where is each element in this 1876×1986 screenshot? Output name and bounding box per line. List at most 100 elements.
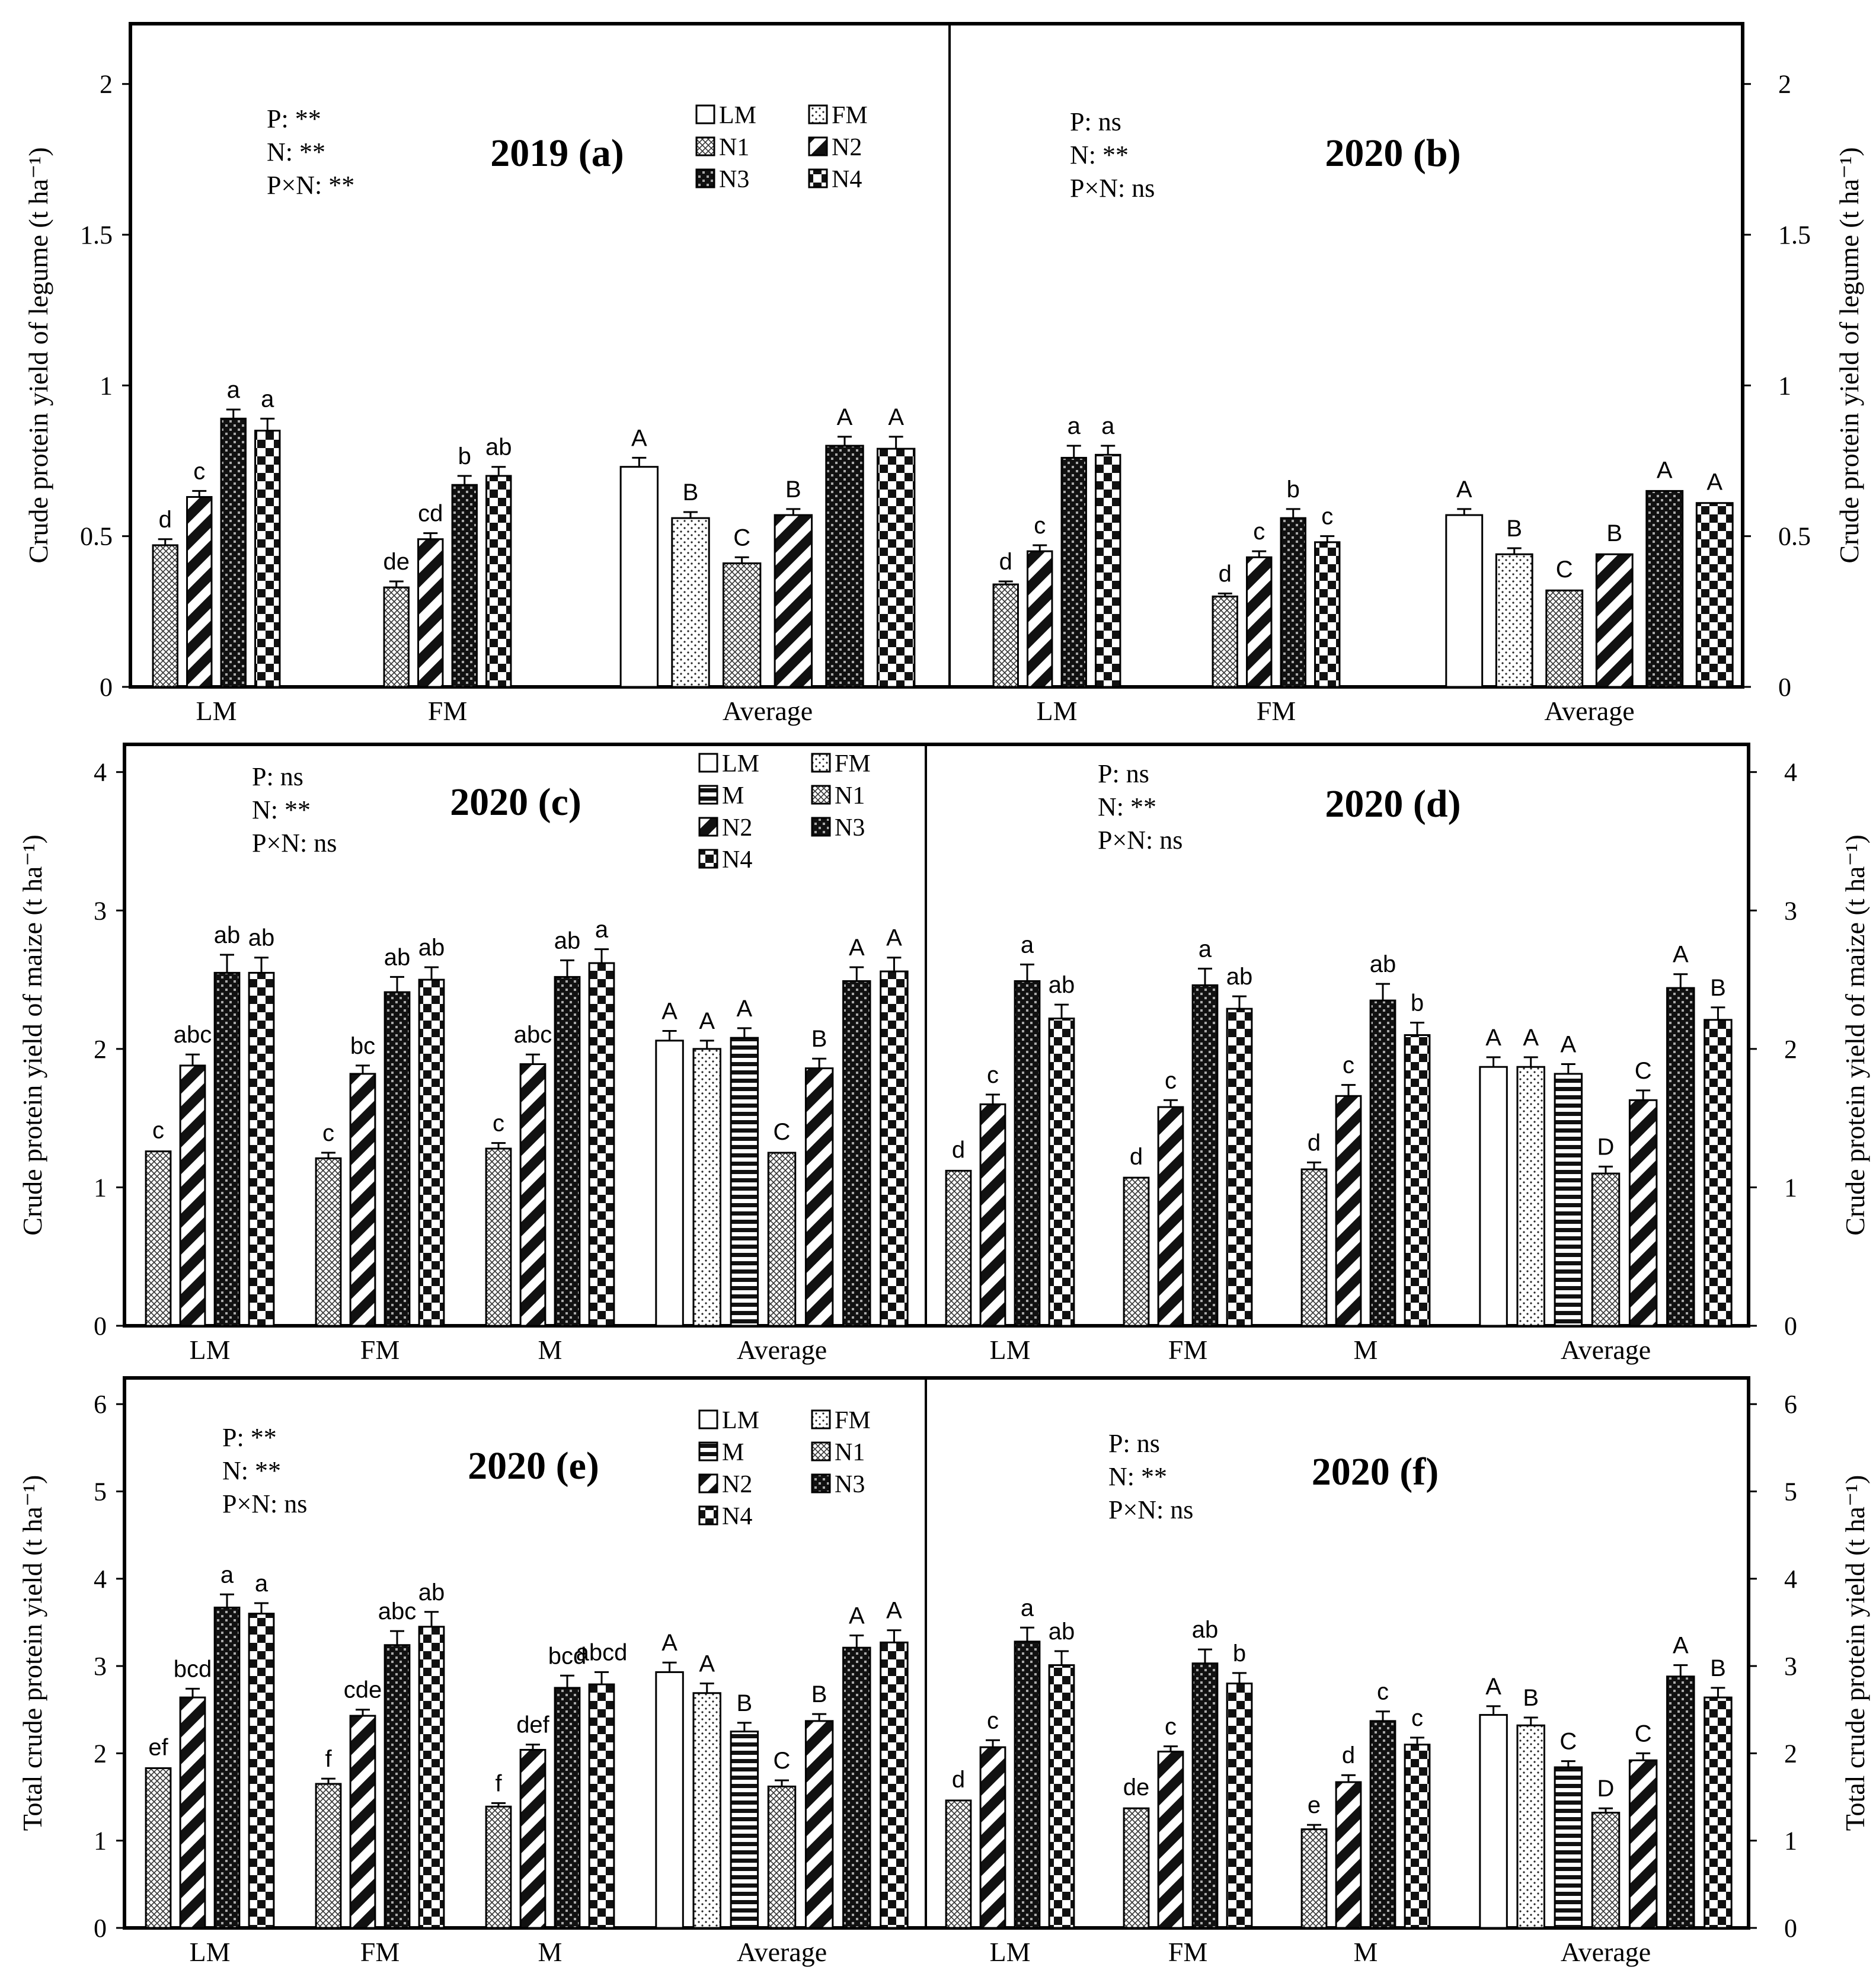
bar-N3 — [842, 980, 871, 1327]
bar-N2 — [979, 1746, 1006, 1929]
group-label: FM — [1168, 1937, 1207, 1967]
stats-text: N: ** — [222, 1456, 281, 1485]
legend-label-M: M — [722, 782, 744, 810]
legend-swatch-N2 — [698, 1473, 718, 1494]
significance-letter: d — [1342, 1742, 1355, 1768]
significance-letter: abc — [174, 1022, 212, 1048]
significance-letter: c — [493, 1111, 504, 1137]
bar-N1 — [152, 544, 178, 688]
significance-letter: c — [1165, 1714, 1177, 1740]
chart-title: 2019 (a) — [490, 132, 624, 175]
stats-text: P: ns — [1108, 1429, 1160, 1458]
bar-N1 — [145, 1150, 172, 1327]
bar-N2 — [1246, 556, 1273, 688]
legend-label-N2: N2 — [832, 134, 862, 161]
bar-N2 — [1157, 1750, 1184, 1929]
stats-text: P: ** — [222, 1423, 277, 1452]
bar-LM — [655, 1040, 684, 1327]
significance-letter: A — [699, 1008, 715, 1034]
significance-letter: c — [1343, 1053, 1354, 1079]
significance-letter: c — [1321, 504, 1333, 530]
y-tick-label: 1 — [1778, 371, 1791, 400]
chart-d: 0 1 2 3 4 Crude protein yield of maize (t ha⁻… — [945, 758, 1870, 1365]
significance-letter: ab — [554, 928, 581, 954]
legend-swatch-N1 — [695, 136, 715, 156]
stats-text: P×N: ns — [252, 829, 337, 858]
bar-FM — [692, 1048, 721, 1327]
stats-text: P×N: ns — [1108, 1495, 1193, 1524]
significance-letter: a — [1021, 932, 1034, 958]
y-tick-label: 3 — [94, 896, 107, 925]
stats-text: P×N: ns — [222, 1489, 307, 1518]
significance-letter: A — [1657, 457, 1673, 483]
bar-N3 — [842, 1646, 871, 1929]
y-tick-label: 4 — [1784, 758, 1797, 787]
y-tick-label: 1 — [100, 371, 113, 400]
significance-letter: bcd — [174, 1656, 212, 1682]
bar-M — [730, 1731, 759, 1929]
bar-N3 — [213, 1606, 241, 1929]
bar-N4 — [248, 1613, 275, 1929]
bar-N2 — [774, 514, 813, 688]
bar-N1 — [315, 1783, 342, 1929]
y-tick-label: 2 — [94, 1035, 107, 1064]
legend-label-LM: LM — [719, 102, 756, 129]
legend-swatch-N1 — [811, 1441, 831, 1461]
bar-N4 — [1048, 1664, 1075, 1929]
y-tick-label: 2 — [94, 1739, 107, 1768]
significance-letter: B — [1523, 1685, 1539, 1711]
bar-N3 — [554, 976, 581, 1327]
significance-letter: d — [952, 1767, 965, 1793]
legend-label-N1: N1 — [835, 782, 865, 810]
stats-text: P: ** — [267, 104, 321, 133]
bar-N4 — [1226, 1683, 1253, 1929]
bar-N2 — [1628, 1099, 1658, 1327]
group-label: M — [538, 1335, 563, 1365]
legend-swatch-FM — [808, 104, 828, 124]
bar-N4 — [1704, 1019, 1733, 1327]
chart-f: 0 1 2 3 4 5 6 Total crude protein yield (t ha⁻¹… — [945, 1390, 1870, 1967]
y-tick-label: 6 — [1784, 1390, 1797, 1419]
significance-letter: de — [383, 549, 410, 575]
legend-swatch-LM — [698, 1409, 718, 1429]
significance-letter: c — [1165, 1067, 1177, 1093]
y-axis-label: Total crude protein yield (t ha⁻¹) — [17, 1475, 47, 1831]
bar-N1 — [1123, 1807, 1150, 1929]
legend-label-M: M — [722, 1439, 744, 1466]
significance-letter: a — [220, 1562, 234, 1588]
bar-N3 — [1666, 1675, 1695, 1929]
stats-text: P×N: ns — [1098, 826, 1183, 855]
significance-letter: f — [495, 1770, 502, 1796]
bar-N2 — [1628, 1759, 1658, 1929]
bar-N1 — [1123, 1176, 1150, 1327]
bar-N2 — [1157, 1106, 1184, 1327]
legend-label-N3: N3 — [835, 814, 865, 842]
significance-letter: ab — [1226, 964, 1253, 990]
group-label: Average — [737, 1937, 827, 1967]
bar-N3 — [1645, 490, 1684, 688]
stats-text: N: ** — [267, 137, 325, 167]
bar-N4 — [1226, 1008, 1253, 1327]
legend-swatch-LM — [695, 104, 715, 124]
significance-letter: C — [774, 1119, 791, 1145]
bar-N2 — [1335, 1781, 1362, 1929]
bar-N1 — [485, 1805, 512, 1929]
bar-N1 — [767, 1152, 797, 1327]
significance-letter: cd — [418, 501, 443, 527]
legend-label-N4: N4 — [722, 846, 752, 874]
significance-letter: c — [193, 458, 205, 484]
group-label: M — [538, 1937, 563, 1967]
group-label: FM — [428, 696, 467, 726]
y-tick-label: 4 — [94, 1565, 107, 1594]
group-label: LM — [1037, 696, 1078, 726]
bar-N3 — [451, 484, 478, 688]
significance-letter: A — [837, 404, 853, 430]
legend-swatch-N1 — [811, 785, 831, 805]
stats-text: N: ** — [252, 795, 311, 824]
significance-letter: B — [1606, 520, 1622, 546]
significance-letter: f — [325, 1746, 332, 1772]
stats-text: P×N: ns — [1070, 174, 1155, 203]
significance-letter: A — [1523, 1025, 1539, 1051]
bar-N1 — [722, 562, 762, 688]
chart-c: 0 1 2 3 4 Crude protein yield of maize (t ha⁻… — [17, 750, 909, 1365]
